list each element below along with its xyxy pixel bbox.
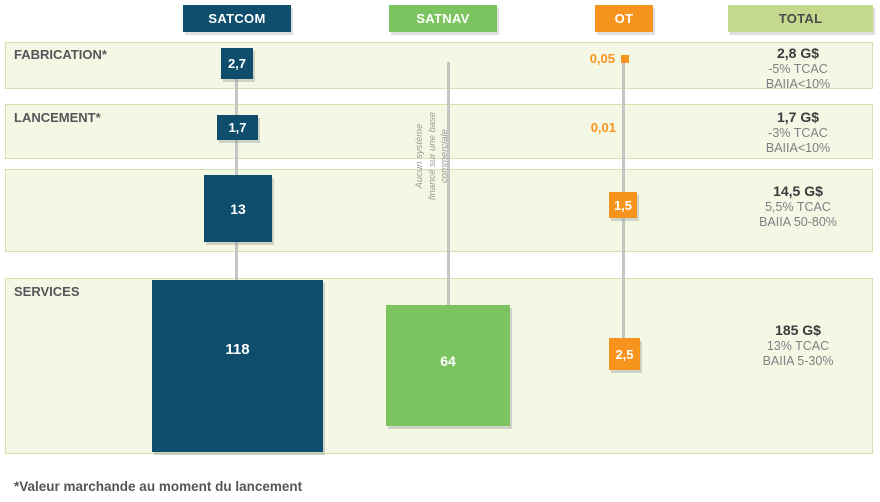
total-sol-value: 14,5 G$ bbox=[773, 183, 823, 199]
total-services-baiia: BAIIA 5-30% bbox=[762, 354, 834, 369]
satcom-sol-value-box: 13 bbox=[204, 175, 272, 242]
satnav-connector-line bbox=[447, 62, 450, 305]
satnav-note-line3: commerciale bbox=[439, 129, 451, 183]
row-band-fabrication bbox=[5, 42, 873, 89]
total-fabrication-baiia: BAIIA<10% bbox=[765, 77, 831, 92]
satcom-fabrication-value-box: 2,7 bbox=[221, 48, 253, 79]
ot-sol-value-box: 1,5 bbox=[609, 192, 637, 218]
total-services-tcac: 13% TCAC bbox=[766, 338, 830, 353]
ot-lancement-value-label: 0,01 bbox=[590, 120, 616, 135]
row-label-lancement: LANCEMENT* bbox=[14, 110, 101, 125]
row-band-lancement bbox=[5, 104, 873, 159]
column-header-satnav: SATNAV bbox=[389, 5, 497, 32]
footnote: *Valeur marchande au moment du lancement bbox=[14, 479, 303, 494]
satnav-note-line1: Aucun système bbox=[414, 123, 426, 189]
satcom-lancement-value-box: 1,7 bbox=[217, 115, 258, 140]
total-fabrication: 2,8 G$ -5% TCAC BAIIA<10% bbox=[723, 45, 873, 92]
ot-services-value-box: 2,5 bbox=[609, 338, 640, 370]
satnav-no-commercial-note: Aucun système financé sur une base comme… bbox=[413, 106, 453, 206]
total-lancement-baiia: BAIIA<10% bbox=[765, 141, 831, 156]
total-services-value: 185 G$ bbox=[775, 322, 821, 338]
total-sol: 14,5 G$ 5,5% TCAC BAIIA 50-80% bbox=[723, 183, 873, 230]
total-fabrication-value: 2,8 G$ bbox=[776, 45, 820, 61]
row-label-fabrication: FABRICATION* bbox=[14, 47, 107, 62]
column-header-satcom: SATCOM bbox=[183, 5, 291, 32]
total-services: 185 G$ 13% TCAC BAIIA 5-30% bbox=[723, 322, 873, 369]
ot-fabrication-marker bbox=[621, 55, 629, 63]
total-fabrication-tcac: -5% TCAC bbox=[768, 61, 828, 76]
total-lancement-value: 1,7 G$ bbox=[776, 109, 820, 125]
row-band-sol bbox=[5, 169, 873, 252]
column-header-ot: OT bbox=[595, 5, 653, 32]
row-label-services: SERVICES bbox=[14, 284, 80, 299]
total-lancement-tcac: -3% TCAC bbox=[768, 125, 828, 140]
satnav-note-line2: financé sur une base bbox=[426, 111, 438, 201]
ot-fabrication-value-label: 0,05 bbox=[589, 51, 615, 66]
total-lancement: 1,7 G$ -3% TCAC BAIIA<10% bbox=[723, 109, 873, 156]
total-sol-baiia: BAIIA 50-80% bbox=[759, 215, 837, 230]
satcom-services-value-box: 118 bbox=[152, 280, 323, 452]
satnav-services-value-box: 64 bbox=[386, 305, 510, 426]
column-header-total: TOTAL bbox=[728, 5, 873, 32]
total-sol-tcac: 5,5% TCAC bbox=[765, 199, 831, 214]
